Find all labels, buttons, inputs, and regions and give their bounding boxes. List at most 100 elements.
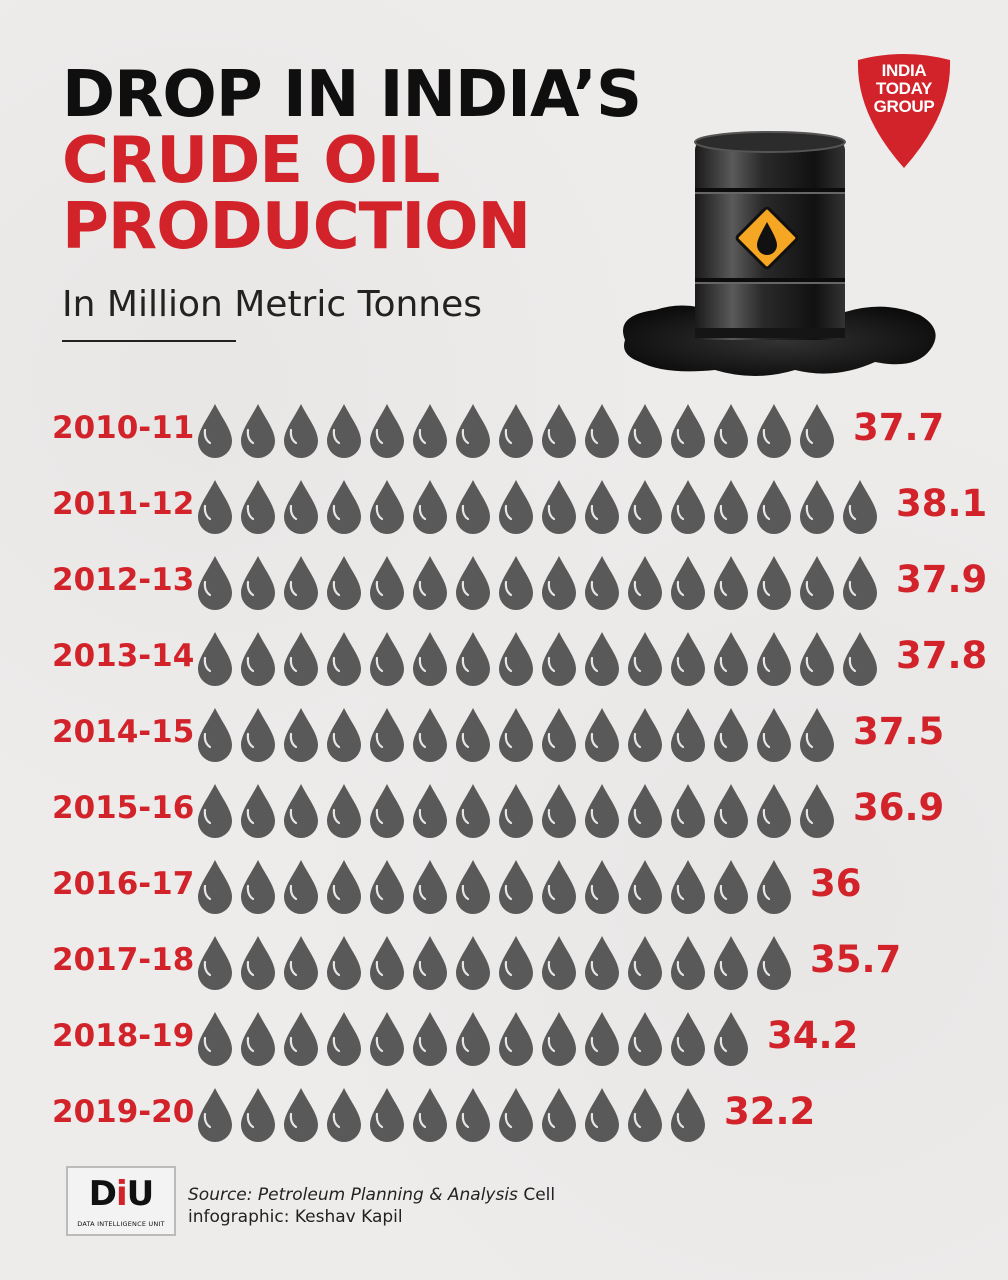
oil-drop-icon	[499, 404, 533, 458]
drop-highlight	[504, 580, 513, 597]
drop-highlight	[289, 656, 298, 673]
oil-drop-icon	[198, 556, 232, 610]
drop-highlight	[762, 428, 771, 445]
oil-drop-icon	[370, 556, 404, 610]
chart-row: 2018-19 34.2	[52, 1012, 858, 1066]
drop-highlight	[203, 656, 212, 673]
drop-highlight	[547, 732, 556, 749]
oil-drop-icon	[671, 860, 705, 914]
oil-drop-icon	[628, 936, 662, 990]
chart-row: 2017-18 35.7	[52, 936, 901, 990]
oil-drop-icon	[284, 556, 318, 610]
drop-highlight	[418, 1036, 427, 1053]
drop-highlight	[289, 732, 298, 749]
oil-drop-icon	[542, 708, 576, 762]
oil-drop-icon	[542, 404, 576, 458]
oil-drop-icon	[800, 404, 834, 458]
oil-drop-icon	[241, 404, 275, 458]
drop-highlight	[418, 580, 427, 597]
oil-drop-icon	[413, 480, 447, 534]
value-label: 32.2	[724, 1090, 815, 1133]
drop-highlight	[461, 808, 470, 825]
oil-drop-icon	[456, 480, 490, 534]
drop-highlight	[719, 656, 728, 673]
oil-drop-icon	[628, 860, 662, 914]
oil-drop-icon	[284, 480, 318, 534]
oil-drop-icon	[241, 936, 275, 990]
oil-drop-icon	[542, 784, 576, 838]
drop-highlight	[246, 808, 255, 825]
drop-highlight	[762, 960, 771, 977]
chart-row: 2010-11 37.7	[52, 404, 944, 458]
oil-drop-icon	[198, 708, 232, 762]
drop-highlight	[762, 504, 771, 521]
oil-drop-icon	[327, 936, 361, 990]
drop-highlight	[805, 732, 814, 749]
drop-highlight	[504, 1112, 513, 1129]
oil-drop-icon	[327, 860, 361, 914]
drop-highlight	[633, 732, 642, 749]
drop-highlight	[461, 580, 470, 597]
oil-drop-icon	[757, 480, 791, 534]
value-label: 35.7	[810, 938, 901, 981]
oil-drop-icon	[198, 936, 232, 990]
oil-drop-icon	[714, 480, 748, 534]
drop-highlight	[676, 884, 685, 901]
oil-drop-icon	[542, 860, 576, 914]
oil-drop-icon	[843, 632, 877, 686]
oil-drop-icon	[456, 784, 490, 838]
oil-drop-icon	[284, 784, 318, 838]
oil-drop-icon	[800, 708, 834, 762]
drop-highlight	[590, 580, 599, 597]
category-label: 2012-13	[52, 562, 194, 598]
drop-highlight	[418, 504, 427, 521]
drop-highlight	[676, 960, 685, 977]
drop-highlight	[289, 960, 298, 977]
drop-highlight	[547, 808, 556, 825]
drop-highlight	[504, 808, 513, 825]
drop-highlight	[375, 1112, 384, 1129]
oil-drop-icon	[628, 1012, 662, 1066]
drop-highlight	[547, 656, 556, 673]
drop-highlight	[289, 580, 298, 597]
drop-highlight	[719, 960, 728, 977]
drop-highlight	[590, 1112, 599, 1129]
drop-highlight	[418, 960, 427, 977]
drop-highlight	[375, 884, 384, 901]
drop-highlight	[332, 884, 341, 901]
oil-drop-icon	[241, 784, 275, 838]
diu-mark-i: i	[115, 1174, 128, 1214]
drop-highlight	[805, 428, 814, 445]
drop-highlight	[246, 580, 255, 597]
oil-drop-icon	[370, 404, 404, 458]
oil-drop-icon	[585, 556, 619, 610]
oil-drop-icon	[585, 404, 619, 458]
oil-drop-icon	[413, 1012, 447, 1066]
drop-highlight	[719, 884, 728, 901]
oil-drop-icon	[843, 480, 877, 534]
drop-highlight	[633, 504, 642, 521]
oil-drop-icon	[413, 632, 447, 686]
diu-mark: DiU	[68, 1174, 174, 1214]
drop-highlight	[289, 428, 298, 445]
oil-drop-icon	[198, 784, 232, 838]
drop-highlight	[246, 1112, 255, 1129]
drop-highlight	[547, 504, 556, 521]
drop-highlight	[289, 1112, 298, 1129]
oil-drop-icon	[757, 936, 791, 990]
value-label: 34.2	[767, 1014, 858, 1057]
chart-row: 2019-20 32.2	[52, 1088, 815, 1142]
oil-drop-icon	[628, 404, 662, 458]
source-label: Source: Petroleum Planning & Analysis	[188, 1185, 518, 1205]
chart-row: 2014-15 37.5	[52, 708, 944, 762]
category-label: 2019-20	[52, 1094, 194, 1130]
drop-highlight	[590, 504, 599, 521]
chart-row: 2016-17 36	[52, 860, 862, 914]
diu-mark-d: D	[88, 1174, 117, 1214]
drop-highlight	[676, 1112, 685, 1129]
category-label: 2015-16	[52, 790, 194, 826]
drop-highlight	[332, 580, 341, 597]
category-label: 2010-11	[52, 410, 194, 446]
drop-highlight	[461, 656, 470, 673]
subtitle-divider	[62, 340, 236, 342]
